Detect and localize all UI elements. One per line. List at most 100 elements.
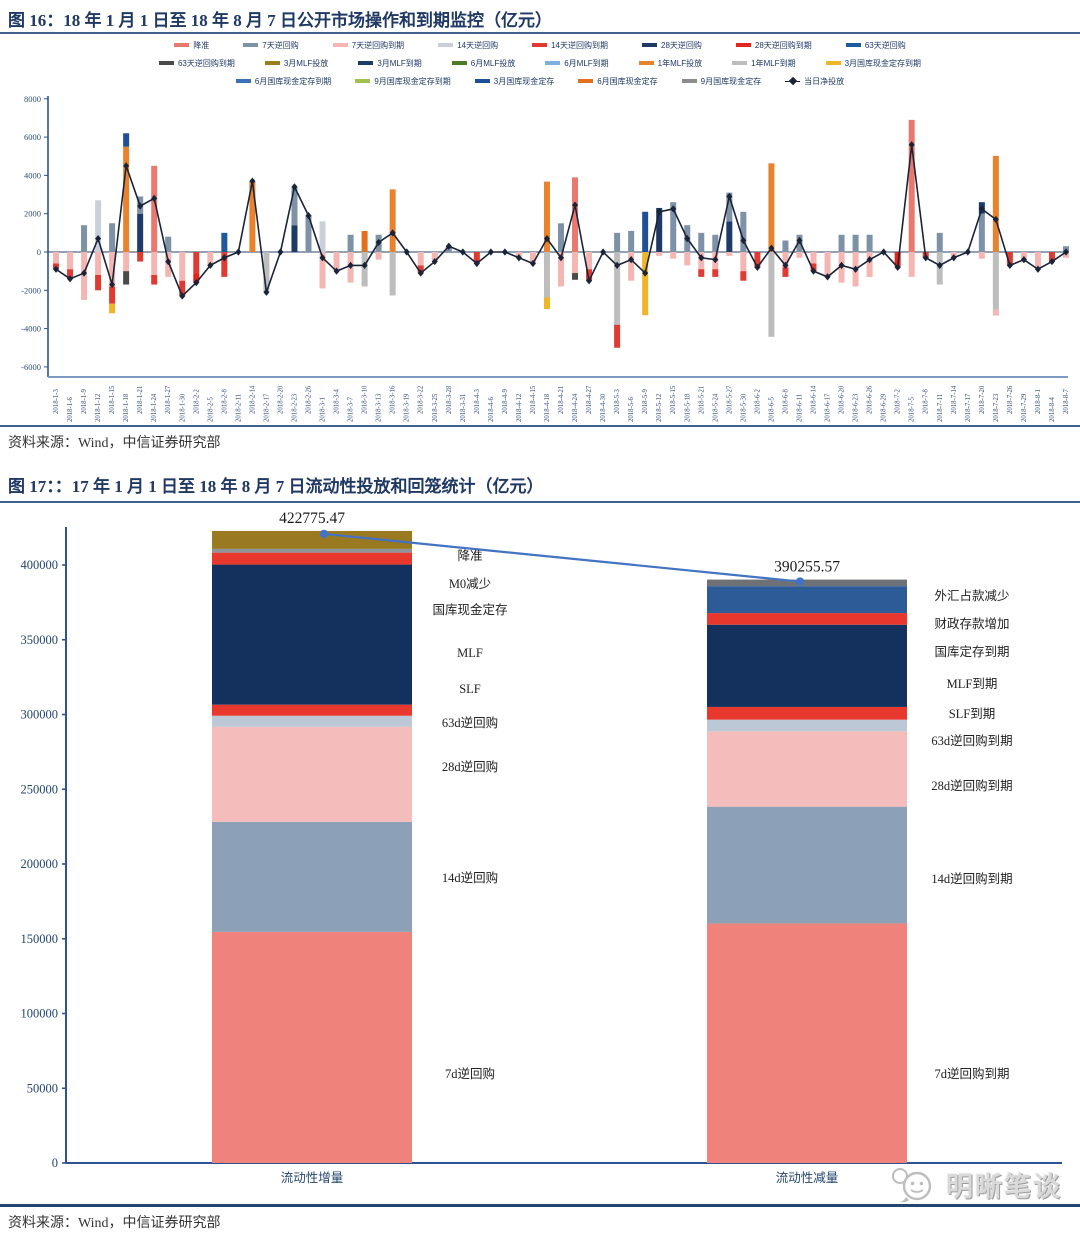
divider-top [0, 32, 1080, 34]
legend-label: 7天逆回购到期 [351, 40, 405, 50]
net-line-marker [193, 279, 200, 287]
fig17-source: 资料来源：Wind，中信证券研究部 [8, 1216, 221, 1231]
legend-label: 14天逆回购到期 [551, 40, 608, 50]
legend-swatch [638, 61, 654, 65]
bar-segment-r14e [586, 269, 593, 281]
bar-segment-r28e [894, 252, 901, 268]
divider-bottom [0, 1204, 1080, 1207]
x-date-label: 2018-3-13 [376, 393, 383, 422]
x-date-label: 2018-4-3 [474, 388, 481, 414]
x-date-label: 2018-4-6 [488, 396, 495, 422]
legend-swatch [332, 43, 348, 47]
annotation-MLF到期: MLF到期 [947, 677, 998, 691]
legend-label: 1年MLF到期 [751, 58, 796, 68]
bar-segment-r14e [473, 252, 480, 264]
bar-segment-r7e [908, 252, 915, 277]
x-date-label: 2018-1-3 [53, 388, 60, 414]
annotation-14d逆回购: 14d逆回购 [442, 870, 498, 885]
net-line-marker [894, 263, 901, 271]
bar-segment-r7 [698, 232, 705, 252]
chat-bubbles-icon [892, 1168, 932, 1203]
bar-segment-r7e [866, 252, 873, 277]
legend-label: 降准 [193, 40, 210, 50]
bar-segment-r28 [656, 207, 663, 252]
y-tick-label: 250000 [21, 782, 59, 796]
y-tick-label: -2000 [21, 285, 41, 295]
bar-segment-r7e [375, 252, 382, 260]
y-tick-label: 8000 [24, 94, 41, 104]
fig16-source: 资料来源：Wind，中信证券研究部 [8, 436, 221, 451]
bar-segment-mlf12e [543, 252, 550, 298]
net-line-marker [880, 248, 887, 256]
legend-label: 28天逆回购到期 [754, 40, 812, 50]
legend-swatch [732, 61, 748, 65]
bar-segment-mlf12e [768, 252, 775, 337]
legend-swatch [243, 43, 259, 47]
legend-label: 6月国库现金定存到期 [254, 76, 332, 86]
net-line-marker [95, 234, 102, 243]
x-date-label: 2018-6-11 [796, 394, 803, 422]
bar-segment-mlf12 [123, 146, 130, 252]
legend-swatch [578, 79, 594, 83]
bar-segment-r14e [810, 263, 817, 272]
stack-segment-国库现金定存 [212, 552, 412, 565]
annotation-28d逆回购: 28d逆回购 [442, 759, 498, 774]
net-line-marker [235, 248, 242, 256]
bar-segment-r28 [291, 225, 298, 252]
bar-segment-r7 [670, 202, 677, 252]
x-date-label: 2018-5-27 [726, 385, 733, 414]
bar-segment-r14e [782, 267, 789, 277]
legend-item-mlf3e: 3月MLF到期 [358, 58, 422, 69]
bar-segment-r7e [1020, 252, 1027, 260]
legend-label: 7天逆回购 [262, 40, 299, 50]
bar-segment-r7e [123, 252, 130, 272]
x-date-label: 2018-2-23 [291, 393, 298, 422]
net-line-marker [908, 141, 915, 149]
legend-item-tk9e: 9月国库现金定存到期 [355, 76, 451, 87]
x-date-label: 2018-6-14 [811, 385, 818, 414]
legend-label: 3月MLF到期 [377, 58, 422, 68]
net-line-marker [754, 263, 761, 271]
legend-swatch [174, 43, 190, 47]
legend-item-r28e: 28天逆回购到期 [735, 40, 812, 51]
legend-label: 63天逆回购 [864, 40, 906, 50]
bar-segment-mlf12 [389, 189, 396, 252]
x-date-label: 2018-3-7 [348, 396, 355, 422]
y-tick-label: 300000 [21, 708, 59, 722]
x-date-label: 2018-4-24 [572, 393, 579, 422]
net-line-marker [165, 257, 172, 266]
y-tick-label: 350000 [21, 633, 59, 647]
stack-segment-7d逆回购 [212, 931, 412, 1163]
bar-segment-tk3e [543, 297, 550, 309]
stack-segment-M0减少 [212, 548, 412, 553]
bar-segment-r7e [207, 252, 214, 266]
x-date-label: 2018-6-8 [782, 388, 789, 414]
x-date-label: 2018-2-5 [207, 396, 214, 422]
bar-segment-r14e [698, 269, 705, 277]
legend-label: 当日净投放 [804, 76, 845, 86]
bar-segment-r14e [740, 271, 747, 281]
watermark: 明晰笔谈 [890, 1164, 1062, 1204]
bar-segment-mlf12e [389, 252, 396, 296]
annotation-外汇占款减少: 外汇占款减少 [934, 588, 1009, 603]
bar-segment-r7e [95, 252, 102, 275]
bar-segment-r7 [852, 234, 859, 252]
net-line-marker [726, 192, 733, 201]
x-date-label: 2018-7-20 [979, 385, 986, 414]
net-line-marker [305, 212, 312, 220]
x-date-label: 2018-4-30 [600, 393, 607, 422]
total-label-increase: 422775.47 [279, 510, 345, 527]
y-tick-label: 400000 [21, 558, 59, 572]
legend-row: 降准 7天逆回购 7天逆回购到期 14天逆回购 14天逆回购到期 28天逆回购 28天逆回购… [10, 36, 1070, 54]
stack-segment-外汇占款减少 [707, 579, 907, 587]
bar-segment-jz [151, 165, 158, 252]
legend-item-mlf3: 3月MLF投放 [264, 58, 328, 69]
legend-label: 14天逆回购 [457, 40, 499, 50]
y-tick-label: 100000 [21, 1007, 59, 1021]
bar-segment-r7 [936, 232, 943, 252]
x-date-label: 2018-3-31 [460, 394, 467, 422]
bar-segment-r7e [992, 309, 999, 316]
net-line-marker [81, 269, 88, 277]
x-date-label: 2018-6-2 [754, 388, 761, 414]
legend-item-r7e: 7天逆回购到期 [332, 40, 405, 51]
